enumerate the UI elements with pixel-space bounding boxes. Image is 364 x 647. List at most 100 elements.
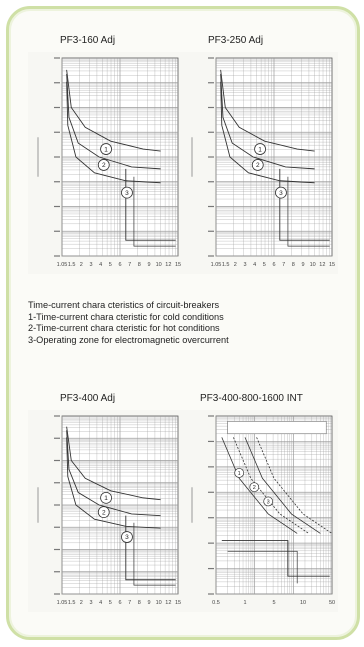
curve-marker-3: [121, 531, 133, 543]
characteristic-curve-int: [256, 437, 333, 534]
curve-marker-1: [254, 143, 266, 155]
x-tick-label: 12: [319, 262, 325, 268]
x-tick-label: 8: [138, 262, 141, 268]
characteristic-curve-int: [244, 437, 321, 534]
curve-marker-label: 2: [102, 509, 106, 516]
legend-description: Time-current chara cteristics of circuit…: [28, 300, 338, 346]
x-tick-label: 1.05: [211, 262, 222, 268]
curve-marker-label: 1: [104, 146, 108, 153]
x-tick-label: 2: [80, 262, 83, 268]
curve-marker-2: [97, 159, 110, 171]
chart-title-pf3-250: PF3-250 Adj: [208, 35, 264, 46]
x-tick-label: 6: [272, 262, 275, 268]
curve-marker-label: 2: [102, 162, 106, 169]
curve-marker-1: [100, 491, 112, 504]
electromagnetic-zone-line: [133, 176, 176, 247]
curve-marker-label: 1: [104, 495, 108, 502]
electromagnetic-zone-line: [133, 522, 176, 586]
x-tick-label: 5: [272, 600, 275, 606]
characteristic-curve-2: [66, 81, 161, 184]
curve-marker-3: [121, 186, 133, 199]
electromagnetic-zone-line: [287, 176, 330, 247]
curve-marker-3: [263, 496, 274, 507]
x-tick-label: 15: [175, 262, 181, 268]
curve-marker-3: [275, 186, 287, 199]
characteristic-curve-2: [66, 437, 161, 529]
curve-marker-label: 3: [125, 534, 129, 541]
chart-title-pf3-160: PF3-160 Adj: [60, 35, 116, 46]
x-tick-label: 1: [243, 600, 246, 606]
x-tick-label: 5: [109, 600, 112, 606]
chart-pf3-400-800-1600-int: 0.5 1 5 10 50 1 2 3: [182, 410, 338, 612]
x-tick-label: 10: [156, 600, 162, 606]
x-tick-label: 4: [253, 262, 256, 268]
x-tick-label: 12: [165, 600, 171, 606]
chart-title-pf3-400-800-1600-int: PF3-400-800-1600 INT: [200, 393, 303, 404]
x-tick-label: 8: [292, 262, 295, 268]
description-line-1: 1-Time-current chara cteristic for cold …: [28, 311, 224, 322]
x-tick-label: 1.5: [68, 262, 76, 268]
electromagnetic-zone-line: [221, 540, 330, 577]
x-tick-label: 9: [301, 262, 304, 268]
x-tick-label: 2: [234, 262, 237, 268]
x-tick-label: 10: [300, 600, 306, 606]
x-tick-label: 50: [329, 600, 335, 606]
x-tick-label: 3: [89, 262, 92, 268]
x-tick-label: 5: [109, 262, 112, 268]
x-tick-label: 2: [80, 600, 83, 606]
characteristic-curve-int: [233, 437, 310, 534]
int-legend-box: [227, 421, 327, 435]
x-tick-label: 4: [99, 262, 102, 268]
curve-marker-label: 2: [253, 485, 256, 491]
characteristic-curve-3: [220, 69, 315, 152]
description-line-3: 3-Operating zone for electromagnetic ove…: [28, 334, 229, 345]
x-tick-label: 3: [243, 262, 246, 268]
curve-marker-label: 3: [267, 499, 270, 505]
description-heading: Time-current chara cteristics of circuit…: [28, 300, 220, 310]
x-tick-label: 4: [99, 600, 102, 606]
characteristic-curve-2: [220, 81, 315, 184]
x-tick-label: 5: [263, 262, 266, 268]
characteristic-curve-1: [66, 430, 161, 517]
x-tick-label: 7: [128, 600, 131, 606]
x-tick-label: 7: [282, 262, 285, 268]
x-tick-label: 15: [329, 262, 335, 268]
x-tick-label: 1.5: [222, 262, 230, 268]
curve-marker-2: [97, 506, 110, 519]
x-tick-label: 0.5: [212, 600, 220, 606]
curve-marker-label: 3: [125, 190, 129, 197]
curve-marker-label: 3: [279, 190, 283, 197]
curve-marker-2: [249, 482, 260, 493]
x-tick-label: 9: [147, 600, 150, 606]
characteristic-curve-int: [221, 437, 298, 534]
characteristic-curve-1: [220, 73, 315, 170]
characteristic-curve-3: [66, 69, 161, 152]
plot-area: [215, 415, 333, 595]
curve-marker-label: 1: [258, 146, 262, 153]
x-tick-label: 6: [118, 262, 121, 268]
x-tick-label: 6: [118, 600, 121, 606]
electromagnetic-zone-line: [227, 550, 298, 584]
x-tick-label: 1.05: [57, 600, 68, 606]
curve-marker-label: 1: [238, 471, 241, 477]
x-tick-label: 1.5: [68, 600, 76, 606]
x-tick-label: 3: [89, 600, 92, 606]
x-tick-label: 10: [310, 262, 316, 268]
characteristic-curve-3: [66, 426, 161, 501]
x-tick-label: 8: [138, 600, 141, 606]
x-tick-label: 15: [175, 600, 181, 606]
curve-marker-1: [100, 143, 112, 155]
x-tick-label: 7: [128, 262, 131, 268]
x-tick-label: 9: [147, 262, 150, 268]
curve-marker-1: [234, 468, 245, 478]
curve-marker-label: 2: [256, 162, 260, 169]
x-tick-label: 10: [156, 262, 162, 268]
x-tick-label: 1.05: [57, 262, 68, 268]
chart-title-pf3-400: PF3-400 Adj: [60, 393, 116, 404]
characteristic-curve-1: [66, 73, 161, 170]
description-line-2: 2-Time-current chara cteristic for hot c…: [28, 323, 220, 333]
curve-marker-2: [251, 159, 264, 171]
